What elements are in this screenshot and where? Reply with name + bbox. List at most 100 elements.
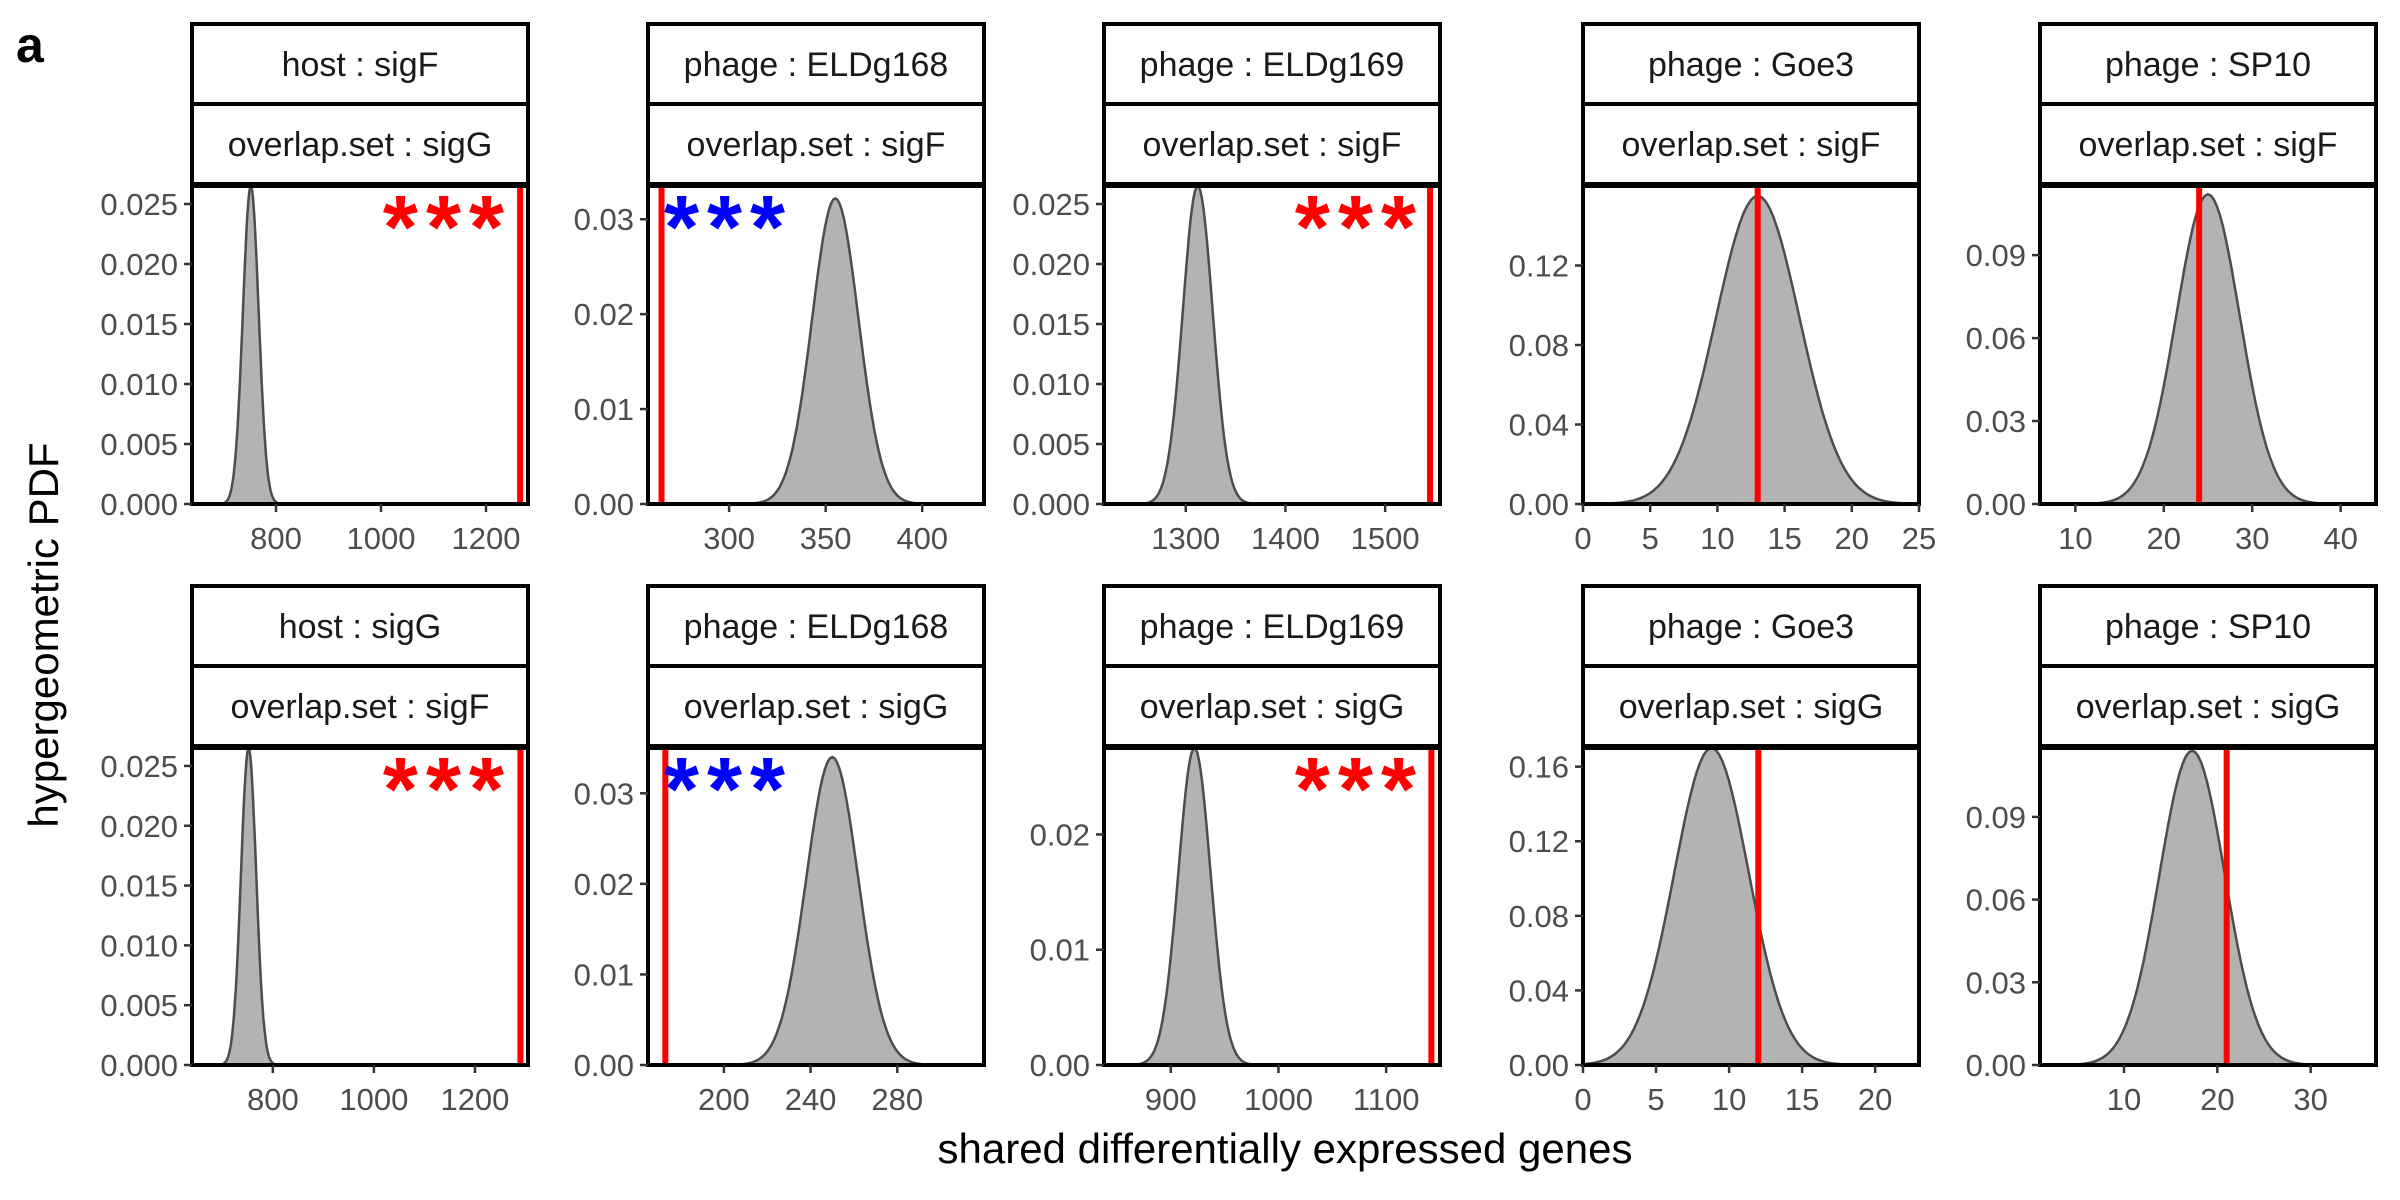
panel-content xyxy=(1583,748,1869,1065)
x-tick-label: 15 xyxy=(1767,521,1801,556)
strip-label-bottom: overlap.set : sigG xyxy=(2076,688,2341,726)
facet-panel: phage : ELDg169 overlap.set : sigG *** 0.00… xyxy=(1030,584,1442,1117)
y-tick-label: 0.08 xyxy=(1509,899,1569,934)
significance-stars: *** xyxy=(383,740,512,840)
density-area xyxy=(216,748,281,1065)
x-tick-label: 0 xyxy=(1574,1082,1591,1117)
panel-border xyxy=(646,184,986,506)
strip-label-top: phage : Goe3 xyxy=(1648,46,1854,84)
strip-box-bottom xyxy=(1581,664,1921,748)
density-area xyxy=(738,198,933,504)
y-tick-label: 0.015 xyxy=(1012,307,1090,342)
strip-box-top xyxy=(2038,584,2378,668)
x-tick-label: 1300 xyxy=(1151,521,1220,556)
facet-panel: phage : ELDg168 overlap.set : sigF *** 0.00… xyxy=(574,22,986,556)
significance-stars: *** xyxy=(1295,740,1424,840)
facet-panel: phage : SP10 overlap.set : sigF 0.00 0.03 0.… xyxy=(1966,22,2378,556)
y-tick-label: 0.09 xyxy=(1966,800,2026,835)
y-tick-label: 0.00 xyxy=(574,487,634,522)
density-curve xyxy=(722,755,942,1065)
y-tick-label: 0.04 xyxy=(1509,973,1569,1008)
x-tick-label: 1000 xyxy=(339,1082,408,1117)
y-tick-label: 0.03 xyxy=(1966,404,2026,439)
x-tick-label: 30 xyxy=(2293,1082,2327,1117)
facet-panel: host : sigF overlap.set : sigG *** 0.000 0.0… xyxy=(100,22,530,556)
density-curve xyxy=(2054,749,2330,1065)
y-tick-label: 0.015 xyxy=(100,307,178,342)
y-tick-label: 0.08 xyxy=(1509,328,1569,363)
strip-label-top: phage : Goe3 xyxy=(1648,608,1854,646)
y-tick-label: 0.005 xyxy=(100,427,178,462)
strip-box-bottom xyxy=(1581,102,1921,186)
y-tick-label: 0.000 xyxy=(100,487,178,522)
strip-label-bottom: overlap.set : sigF xyxy=(2079,126,2338,164)
y-tick-label: 0.010 xyxy=(100,928,178,963)
x-tick-label: 20 xyxy=(2147,521,2181,556)
y-tick-label: 0.03 xyxy=(574,202,634,237)
strip-label-bottom: overlap.set : sigG xyxy=(1140,688,1405,726)
panel-border xyxy=(1581,746,1921,1067)
y-tick-label: 0.09 xyxy=(1966,238,2026,273)
density-curve xyxy=(737,196,933,504)
y-tick-label: 0.06 xyxy=(1966,883,2026,918)
x-tick-label: 20 xyxy=(2200,1082,2234,1117)
strip-box-bottom xyxy=(2038,664,2378,748)
x-tick-label: 400 xyxy=(896,521,948,556)
panel-letter: a xyxy=(16,17,45,73)
strip-label-bottom: overlap.set : sigG xyxy=(684,688,949,726)
y-tick-label: 0.020 xyxy=(100,809,178,844)
y-tick-label: 0.01 xyxy=(1030,933,1090,968)
x-tick-label: 10 xyxy=(1700,521,1734,556)
x-tick-label: 0 xyxy=(1574,521,1591,556)
x-tick-label: 10 xyxy=(2058,521,2092,556)
y-tick-label: 0.00 xyxy=(1966,487,2026,522)
significance-stars: *** xyxy=(664,178,793,278)
strip-box-top xyxy=(190,584,530,668)
y-tick-label: 0.12 xyxy=(1509,824,1569,859)
x-tick-label: 280 xyxy=(871,1082,923,1117)
x-tick-label: 800 xyxy=(250,521,302,556)
x-tick-label: 1100 xyxy=(1353,1082,1420,1117)
x-tick-label: 30 xyxy=(2235,521,2269,556)
panel-content xyxy=(2074,186,2342,504)
panel-content xyxy=(662,748,942,1065)
strip-label-bottom: overlap.set : sigG xyxy=(228,126,493,164)
y-tick-label: 0.00 xyxy=(574,1048,634,1083)
panel-content xyxy=(658,186,933,504)
x-tick-label: 20 xyxy=(1835,521,1869,556)
strip-box-bottom xyxy=(1102,664,1442,748)
x-tick-label: 1200 xyxy=(440,1082,509,1117)
y-tick-label: 0.00 xyxy=(1509,487,1569,522)
y-tick-label: 0.03 xyxy=(1966,965,2026,1000)
y-tick-label: 0.02 xyxy=(574,867,634,902)
panel-content xyxy=(1126,748,1435,1065)
density-area xyxy=(2054,750,2330,1065)
y-tick-label: 0.00 xyxy=(1030,1048,1090,1083)
panel-border xyxy=(646,746,986,1067)
panel-border xyxy=(190,184,530,506)
facet-panel: phage : ELDg168 overlap.set : sigG *** 0.00… xyxy=(574,584,986,1117)
y-tick-label: 0.025 xyxy=(100,187,178,222)
x-tick-label: 5 xyxy=(1642,521,1659,556)
y-tick-label: 0.000 xyxy=(1012,487,1090,522)
x-tick-label: 1000 xyxy=(1244,1082,1313,1117)
y-tick-label: 0.00 xyxy=(1509,1048,1569,1083)
y-tick-label: 0.010 xyxy=(1012,367,1090,402)
strip-label-top: phage : SP10 xyxy=(2105,608,2311,646)
y-tick-label: 0.16 xyxy=(1509,750,1569,785)
y-tick-label: 0.005 xyxy=(100,988,178,1023)
density-curve xyxy=(1583,748,1869,1065)
panel-border xyxy=(190,746,530,1067)
facet-panel: phage : Goe3 overlap.set : sigG 0.00 0.04 0.… xyxy=(1509,584,1921,1117)
facet-panel: phage : Goe3 overlap.set : sigF 0.00 0.04 0.… xyxy=(1509,22,1936,556)
x-tick-label: 40 xyxy=(2323,521,2357,556)
strip-box-top xyxy=(646,22,986,106)
strip-box-bottom xyxy=(1102,102,1442,186)
strip-box-bottom xyxy=(646,664,986,748)
strip-label-bottom: overlap.set : sigG xyxy=(1619,688,1884,726)
x-tick-label: 300 xyxy=(703,521,755,556)
strip-label-bottom: overlap.set : sigF xyxy=(1143,126,1402,164)
strip-box-top xyxy=(1581,584,1921,668)
density-area xyxy=(723,757,942,1065)
significance-stars: *** xyxy=(664,740,793,840)
